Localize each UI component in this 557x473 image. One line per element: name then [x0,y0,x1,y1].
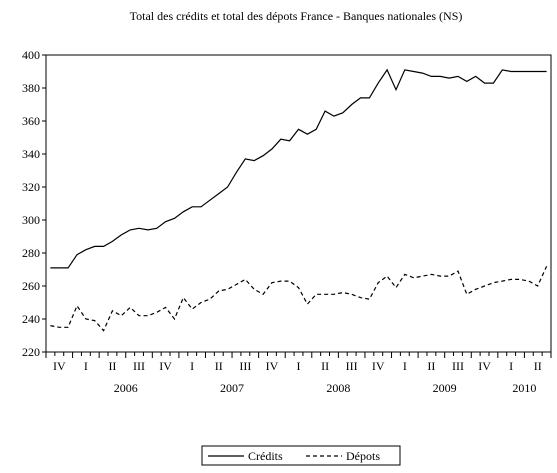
x-tick-label: III [452,359,464,373]
plot-frame [45,54,552,353]
series-line [50,265,548,332]
y-tick-label: 260 [22,279,40,293]
x-tick-label: II [108,359,116,373]
year-label: 2010 [512,381,536,395]
year-label: 2007 [220,381,244,395]
x-tick-label: IV [372,359,385,373]
x-tick-label: III [346,359,358,373]
x-tick-label: IV [159,359,172,373]
series-line [50,68,547,269]
y-tick-label: 240 [22,312,40,326]
x-tick-label: II [321,359,329,373]
chart-title: Total des crédits et total des dépots Fr… [130,9,463,23]
legend-label: Crédits [248,449,283,463]
x-tick-label: I [84,359,88,373]
y-tick-label: 360 [22,114,40,128]
year-label: 2009 [433,381,457,395]
x-tick-label: II [534,359,542,373]
year-label: 2008 [326,381,350,395]
x-tick-label: IV [266,359,279,373]
legend-label: Dépots [346,449,380,463]
x-tick-label: III [239,359,251,373]
x-tick-label: I [509,359,513,373]
y-tick-label: 320 [22,180,40,194]
y-tick-label: 300 [22,213,40,227]
y-tick-label: 340 [22,147,40,161]
year-label: 2006 [114,381,138,395]
y-tick-label: 280 [22,246,40,260]
y-tick-label: 220 [22,345,40,359]
x-tick-label: I [297,359,301,373]
x-tick-label: I [403,359,407,373]
x-tick-label: III [133,359,145,373]
x-tick-label: II [427,359,435,373]
y-tick-label: 400 [22,48,40,62]
legend-box [201,445,401,466]
x-tick-label: IV [478,359,491,373]
x-tick-label: IV [53,359,66,373]
x-tick-label: I [190,359,194,373]
y-tick-label: 380 [22,81,40,95]
x-tick-label: II [215,359,223,373]
